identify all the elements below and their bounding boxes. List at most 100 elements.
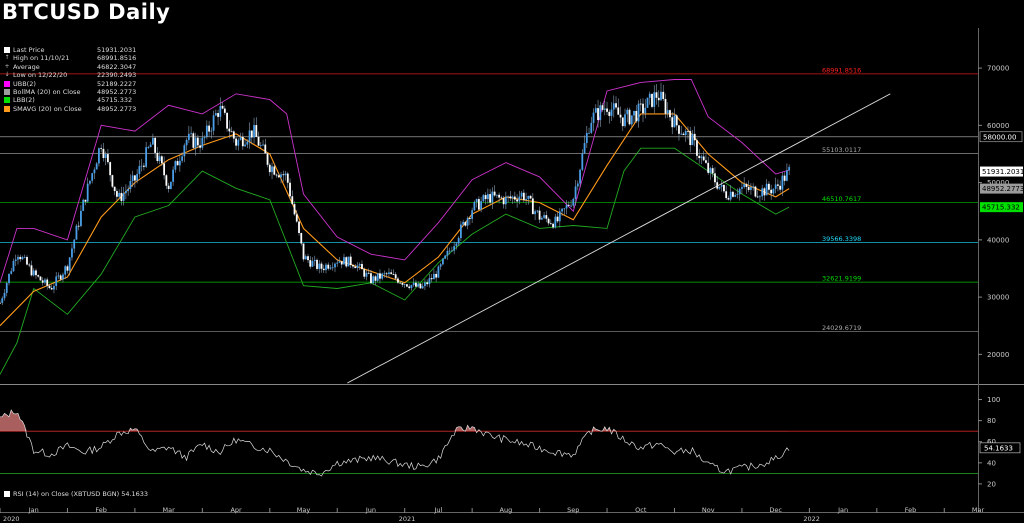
candle-body — [75, 225, 78, 240]
candle-body — [433, 273, 435, 280]
legend-swatch — [4, 80, 10, 87]
candle-body — [606, 108, 608, 112]
candle-body — [594, 108, 597, 113]
candle-body — [100, 148, 103, 149]
time-tick-label: Jan — [28, 506, 39, 514]
candle-body — [122, 193, 125, 201]
candle-body — [500, 197, 503, 199]
candle-body — [617, 107, 620, 115]
candle-body — [451, 250, 453, 252]
candle-body — [628, 109, 631, 125]
candle-body — [239, 136, 242, 140]
chart-title: BTCUSD Daily — [2, 0, 171, 24]
candle-body — [23, 256, 26, 258]
candle-body — [142, 165, 145, 167]
candle-body — [235, 138, 237, 146]
legend-label: Average — [13, 62, 40, 71]
legend-swatch — [4, 88, 10, 95]
candle-body — [381, 273, 384, 279]
candle-body — [37, 275, 40, 277]
candle-body — [46, 279, 49, 286]
candle-body — [561, 208, 563, 212]
candle-body — [763, 188, 766, 196]
candle-body — [403, 284, 406, 286]
candle-body — [104, 154, 107, 158]
time-tick-label: Nov — [702, 506, 715, 514]
candle-body — [226, 112, 228, 129]
candle-body — [210, 130, 213, 132]
level-lines-layer: 68991.8516 58000.00 55103.0117 46510.7617 39… — [0, 66, 1023, 332]
candle-body — [273, 166, 276, 175]
legend-item: + Average 46822.3047 — [4, 63, 136, 71]
price-tick-label: 60000 — [987, 122, 1009, 130]
legend-value: 22390.2493 — [97, 71, 137, 80]
candle-body — [3, 292, 6, 299]
candle-body — [660, 91, 662, 101]
candle-body — [673, 115, 676, 128]
candle-body — [156, 152, 159, 161]
candle-body — [178, 160, 181, 166]
candle-body — [772, 188, 775, 194]
candle-body — [529, 195, 532, 199]
candle-body — [214, 113, 217, 116]
legend-label: SMAVG (20) on Close — [13, 104, 82, 113]
candle-body — [185, 139, 188, 146]
legend-swatch — [4, 105, 10, 112]
candle-body — [30, 265, 33, 276]
upper-band-line — [0, 79, 790, 283]
candle-body — [720, 184, 723, 187]
rsi-tick-label: 80 — [987, 417, 996, 425]
candle-body — [774, 184, 777, 189]
candle-body — [691, 133, 694, 146]
candle-body — [453, 246, 456, 251]
candle-body — [286, 173, 289, 183]
value-tag-label: 45715.332 — [982, 204, 1020, 212]
candle-body — [394, 274, 397, 279]
candle-body — [754, 186, 757, 197]
candle-body — [154, 137, 157, 153]
candle-body — [646, 97, 649, 108]
candle-body — [783, 175, 786, 181]
legend-item: ↓ Low on 12/22/20 22390.2493 — [4, 71, 136, 79]
candle-body — [255, 125, 258, 137]
candle-body — [5, 283, 8, 293]
candle-body — [556, 216, 559, 222]
candle-body — [91, 173, 94, 181]
legend-label: BollMA (20) on Close — [13, 87, 81, 96]
candle-body — [545, 215, 548, 219]
price-tick-label: 20000 — [987, 351, 1009, 359]
trendline-layer — [347, 93, 891, 384]
candle-body — [340, 261, 343, 265]
candle-body — [484, 195, 487, 200]
candle-body — [781, 175, 784, 190]
candle-body — [662, 91, 665, 99]
candle-body — [367, 272, 370, 274]
value-tag-label: 51931.2031 — [982, 168, 1024, 176]
candle-body — [657, 97, 660, 101]
candle-body — [592, 112, 595, 123]
rsi-legend-label: RSI (14) on Close (XBTUSD BGN) 54.1633 — [13, 490, 149, 498]
candle-body — [316, 259, 318, 269]
candle-body — [516, 199, 519, 202]
candle-body — [84, 199, 87, 202]
time-tick-label: May — [297, 506, 311, 514]
candle-body — [230, 131, 233, 133]
candle-body — [599, 105, 602, 121]
candle-body — [471, 210, 474, 219]
candle-body — [711, 168, 714, 174]
candle-body — [635, 110, 638, 122]
candle-body — [129, 181, 132, 189]
axes-layer: 20000 30000 40000 50000 60000 70000 51931.2031… — [0, 65, 1024, 523]
legend-value: 46822.3047 — [97, 62, 137, 71]
candle-body — [232, 131, 235, 139]
candle-body — [352, 265, 354, 267]
candle-body — [624, 114, 626, 127]
candle-body — [583, 143, 586, 154]
candle-body — [264, 144, 267, 154]
candle-body — [493, 191, 496, 196]
time-tick-label: Sep — [567, 506, 579, 514]
candle-body — [520, 192, 523, 197]
candle-body — [684, 130, 687, 136]
candle-body — [666, 110, 669, 114]
legend-label: Low on 12/22/20 — [13, 71, 68, 80]
